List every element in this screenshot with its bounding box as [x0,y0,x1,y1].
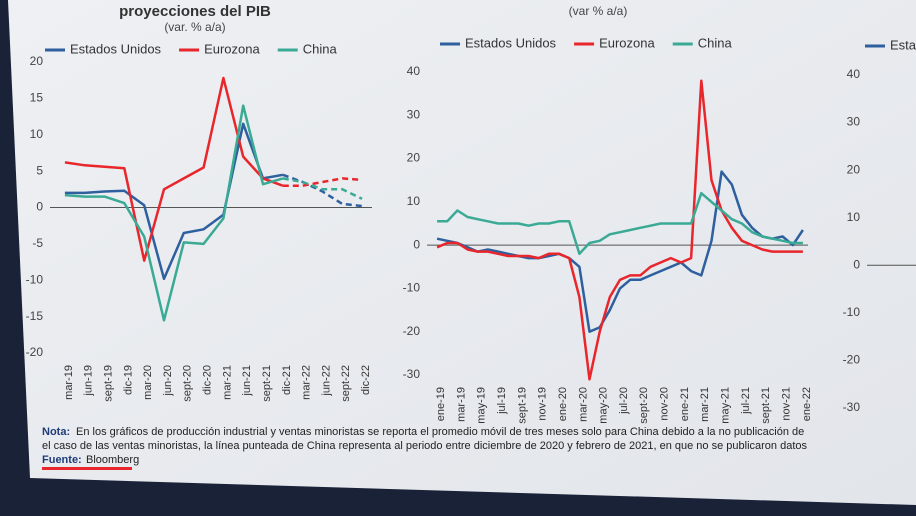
y-tick-label: -5 [32,236,43,250]
y-tick-label: 5 [36,163,43,177]
x-tick-label: mar-20 [577,387,589,422]
x-tick-label: may-19 [476,387,488,424]
x-tick-label: jul-19 [496,387,508,415]
x-tick-label: dic-19 [122,365,134,395]
legend-label: Estados Unidos [890,37,916,52]
y-tick-label: -10 [843,305,861,319]
x-tick-label: sept-20 [638,387,650,424]
y-tick-label: -15 [26,309,44,323]
source: Bloomberg [86,454,139,466]
y-tick-label: 20 [847,162,861,176]
source-label: Fuente: [42,454,82,466]
x-tick-label: ene-21 [679,387,691,421]
x-tick-label: jun-20 [162,365,174,397]
series-line [282,177,363,187]
y-tick-label: -10 [403,281,421,295]
chart-title: proyecciones del PIB [119,3,271,20]
x-tick-label: dic-20 [202,365,214,395]
x-tick-label: mar-22 [301,365,313,400]
legend-label: China [698,35,733,50]
x-tick-label: mar-19 [63,365,75,400]
y-tick-label: 10 [407,194,421,208]
x-tick-label: mar-21 [221,365,233,400]
y-tick-label: -20 [843,353,861,367]
x-tick-label: dic-22 [360,365,372,395]
x-tick-label: sept-19 [102,365,114,402]
x-tick-label: sept-21 [760,387,772,424]
x-tick-label: dic-21 [281,365,293,395]
legend-label: Eurozona [204,41,260,56]
y-tick-label: -20 [26,345,44,359]
chart-subtitle: (var. % a/a) [164,20,225,34]
y-tick-label: -30 [843,400,861,414]
x-tick-label: ene-19 [435,387,447,421]
legend-label: China [303,41,338,56]
y-tick-label: 40 [847,67,861,81]
legend-label: Estados Unidos [465,35,557,50]
y-tick-label: 0 [413,237,420,251]
y-tick-label: -10 [26,272,44,286]
x-tick-label: jun-22 [320,365,332,397]
note-line: el caso de las ventas minoristas, la lín… [42,440,807,452]
x-tick-label: ene-20 [557,387,569,421]
x-tick-label: jun-21 [241,365,253,397]
x-tick-label: nov-20 [659,387,671,421]
chart-subtitle: (var % a/a) [569,4,628,18]
x-tick-label: mar-19 [455,387,467,422]
y-tick-label: 30 [847,115,861,129]
series-line [64,122,284,281]
series-line [437,191,803,256]
y-tick-label: 30 [407,107,421,121]
x-tick-label: sept-19 [516,387,528,424]
y-tick-label: -30 [403,367,421,381]
series-line [436,79,803,381]
x-tick-label: mar-20 [142,365,154,400]
x-tick-label: nov-19 [537,387,549,421]
series-line [282,177,363,200]
y-tick-label: 20 [407,151,421,165]
x-tick-label: nov-21 [781,387,793,421]
y-tick-label: 40 [407,64,421,78]
y-tick-label: 15 [30,91,44,105]
x-tick-label: jun-19 [83,365,95,397]
series-line [64,76,284,262]
y-tick-label: -20 [403,324,421,338]
series-line [436,170,804,333]
x-tick-label: mar-21 [699,387,711,422]
source-underline [42,467,132,470]
x-tick-label: ene-22 [801,387,813,421]
x-tick-label: may-20 [598,387,610,424]
y-tick-label: 10 [30,127,44,141]
y-tick-label: 10 [847,210,861,224]
x-tick-label: jul-21 [740,387,752,415]
note-line: En los gráficos de producción industrial… [76,426,804,438]
legend-label: Estados Unidos [70,41,162,56]
y-tick-label: 20 [30,54,44,68]
note-label: Nota: [42,426,70,438]
x-tick-label: may-21 [720,387,732,424]
x-tick-label: sept-20 [182,365,194,402]
x-tick-label: sept-21 [261,365,273,402]
x-tick-label: jul-20 [618,387,630,415]
series-line [64,104,284,322]
y-tick-label: 0 [853,257,860,271]
y-tick-label: 0 [36,200,43,214]
legend-label: Eurozona [599,35,655,50]
x-tick-label: sept-22 [340,365,352,402]
notes: Nota: En los gráficos de producción indu… [42,426,807,470]
